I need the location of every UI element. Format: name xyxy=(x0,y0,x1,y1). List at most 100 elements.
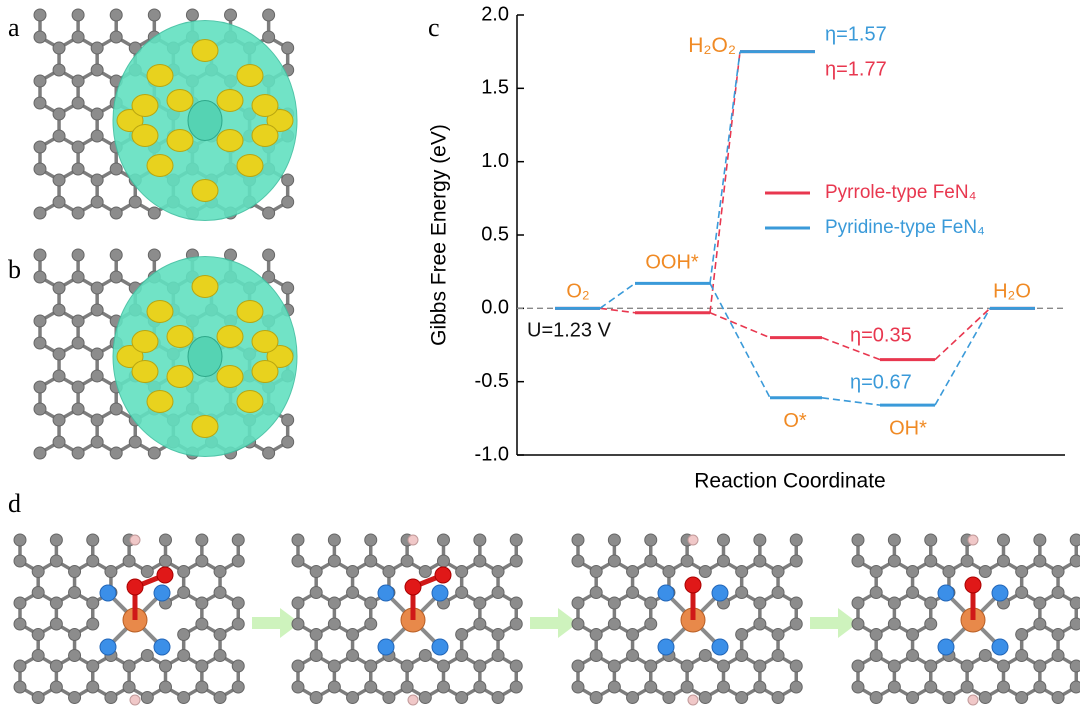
isosurface-core xyxy=(187,336,223,377)
atom xyxy=(364,533,378,547)
atom xyxy=(455,565,469,578)
isosurface-lobe xyxy=(191,275,219,298)
atom xyxy=(789,533,803,547)
atom xyxy=(942,565,956,578)
isosurface-lobe xyxy=(131,94,159,117)
atom xyxy=(90,195,104,209)
atom xyxy=(626,586,640,599)
atom xyxy=(49,659,63,673)
annotation: η=1.77 xyxy=(825,58,887,80)
atom xyxy=(1015,565,1029,578)
atom xyxy=(109,446,123,460)
atom xyxy=(364,659,378,673)
atom xyxy=(924,680,938,694)
atom xyxy=(262,206,276,220)
y-tick-label: 1.0 xyxy=(481,150,509,172)
atom xyxy=(195,659,209,673)
atom xyxy=(589,649,603,662)
atom xyxy=(104,565,118,578)
atom xyxy=(71,74,85,88)
atom xyxy=(52,369,66,383)
atom xyxy=(177,691,191,704)
connector xyxy=(709,51,741,313)
y-tick-label: 1.5 xyxy=(481,77,509,99)
atom xyxy=(644,596,658,610)
atom xyxy=(644,659,658,673)
atom xyxy=(960,554,974,568)
atom xyxy=(753,680,767,694)
atom xyxy=(71,96,85,110)
atom xyxy=(509,596,523,610)
atom xyxy=(71,30,85,44)
atom xyxy=(924,533,938,547)
atom xyxy=(473,659,487,673)
atom xyxy=(607,533,621,547)
legend-label: Pyrrole-type FeN₄ xyxy=(825,182,977,203)
atom xyxy=(177,565,191,578)
atom xyxy=(52,303,66,317)
atom xyxy=(607,680,621,694)
panel-label: b xyxy=(8,255,21,284)
atom xyxy=(698,649,712,662)
atom xyxy=(735,649,749,662)
atom xyxy=(231,596,245,610)
isosurface-lobe xyxy=(251,94,279,117)
nitrogen xyxy=(377,584,395,602)
atom xyxy=(887,680,901,694)
hydrogen xyxy=(407,534,419,546)
atom xyxy=(346,586,360,599)
atom xyxy=(281,281,295,295)
atom xyxy=(1069,680,1080,694)
step-label: H₂O xyxy=(993,281,1031,303)
nitrogen xyxy=(153,638,171,656)
isosurface-lobe xyxy=(251,330,279,353)
atom xyxy=(364,596,378,610)
atom xyxy=(589,691,603,704)
atom xyxy=(90,435,104,449)
atom xyxy=(906,691,920,704)
atom xyxy=(109,8,123,22)
atom xyxy=(90,107,104,121)
atom xyxy=(158,554,172,568)
atom xyxy=(109,248,123,262)
atom xyxy=(1051,628,1065,641)
isosurface-lobe xyxy=(166,89,194,112)
atom xyxy=(887,554,901,568)
atom xyxy=(1033,596,1047,610)
atom xyxy=(571,680,585,694)
annotation: η=1.57 xyxy=(825,23,887,45)
atom xyxy=(626,628,640,641)
atom xyxy=(960,680,974,694)
connector xyxy=(709,283,771,399)
atom xyxy=(147,8,161,22)
atom xyxy=(571,617,585,631)
atom xyxy=(86,680,100,694)
atom xyxy=(789,596,803,610)
atom xyxy=(158,533,172,547)
atom xyxy=(90,281,104,295)
atom xyxy=(140,691,154,704)
atom xyxy=(680,680,694,694)
step-arrow xyxy=(530,608,578,638)
atom xyxy=(71,336,85,350)
atom xyxy=(31,649,45,662)
atom xyxy=(33,446,47,460)
oxygen xyxy=(156,566,174,584)
atom xyxy=(491,649,505,662)
step-label: H₂O₂ xyxy=(688,34,736,57)
atom xyxy=(109,162,123,176)
atom xyxy=(52,347,66,361)
connector xyxy=(934,307,991,361)
atom xyxy=(960,659,974,673)
connector xyxy=(599,307,636,314)
isosurface-lobe xyxy=(131,124,159,147)
atom xyxy=(195,596,209,610)
atom xyxy=(996,680,1010,694)
isosurface-lobe xyxy=(166,129,194,152)
atom xyxy=(309,649,323,662)
atom xyxy=(33,96,47,110)
atom xyxy=(13,617,27,631)
atom xyxy=(52,129,66,143)
atom xyxy=(90,413,104,427)
atom xyxy=(109,402,123,416)
